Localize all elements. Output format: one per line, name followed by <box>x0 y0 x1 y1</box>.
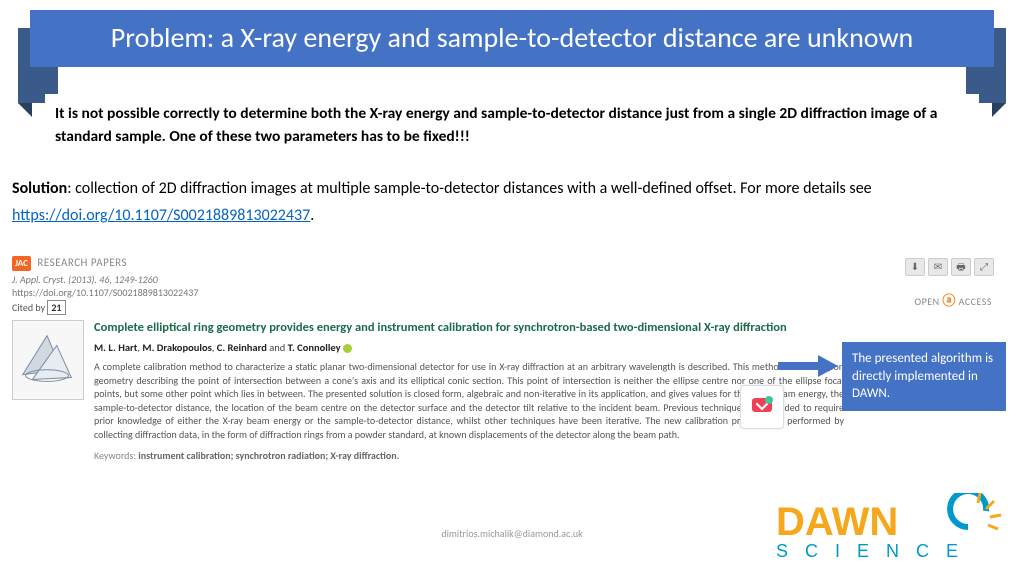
cited-by-count[interactable]: 21 <box>47 300 65 315</box>
paper-doi[interactable]: https://doi.org/10.1107/S002188981302243… <box>12 286 198 299</box>
paper-section-label: RESEARCH PAPERS <box>37 256 127 269</box>
paper-tool-icons: ⬇ ✉ 🖶 ⤢ <box>905 258 994 276</box>
title-banner: Problem: a X-ray energy and sample-to-de… <box>30 10 994 67</box>
journal-badge: JAC <box>12 256 31 271</box>
author-3: C. Reinhard <box>217 341 267 354</box>
open-access-badge: OPEN ⓐ ACCESS <box>914 290 992 309</box>
paper-citation-block: JAC RESEARCH PAPERS J. Appl. Cryst. (201… <box>12 256 844 462</box>
solution-paragraph: Solution: collection of 2D diffraction i… <box>12 175 1004 229</box>
paper-title[interactable]: Complete elliptical ring geometry provid… <box>94 320 844 336</box>
paper-keywords: Keywords: instrument calibration; synchr… <box>94 449 844 462</box>
author-2: M. Drakopoulos <box>142 341 211 354</box>
pocket-button[interactable] <box>740 385 784 429</box>
subbanner-text: It is not possible correctly to determin… <box>45 94 979 157</box>
expand-icon[interactable]: ⤢ <box>974 258 994 276</box>
science-word: S C I E N C E <box>776 541 964 561</box>
cited-by-label: Cited by <box>12 301 45 314</box>
download-icon[interactable]: ⬇ <box>905 258 925 276</box>
open-access-left: OPEN <box>914 295 939 308</box>
solution-doi-link[interactable]: https://doi.org/10.1107/S002188981302243… <box>12 206 310 225</box>
solution-tail: . <box>310 206 314 225</box>
email-icon[interactable]: ✉ <box>928 258 948 276</box>
cited-by: Cited by 21 <box>12 301 844 314</box>
paper-authors: M. L. Hart, M. Drakopoulos, C. Reinhard … <box>94 341 844 354</box>
open-access-icon: ⓐ <box>942 294 956 309</box>
keywords-label: Keywords: <box>94 449 136 462</box>
solution-body: : collection of 2D diffraction images at… <box>67 179 871 198</box>
print-icon[interactable]: 🖶 <box>951 258 971 276</box>
banner-title: Problem: a X-ray energy and sample-to-de… <box>30 10 994 67</box>
paper-thumbnail[interactable] <box>12 320 84 400</box>
author-1: M. L. Hart <box>94 341 137 354</box>
orcid-icon[interactable] <box>343 344 352 353</box>
open-access-right: ACCESS <box>959 295 992 308</box>
paper-abstract: A complete calibration method to charact… <box>94 360 844 441</box>
journal-reference: J. Appl. Cryst. (2013). 46, 1249-1260 <box>12 273 158 286</box>
footer-email: dimitrios.michalik@diamond.ac.uk <box>0 527 1024 540</box>
dawn-callout: The presented algorithm is directly impl… <box>842 342 1006 411</box>
author-4: T. Connolley <box>288 341 341 354</box>
arrow-icon <box>778 355 838 377</box>
solution-lead: Solution <box>12 179 67 198</box>
keywords-text: instrument calibration; synchrotron radi… <box>138 449 399 462</box>
